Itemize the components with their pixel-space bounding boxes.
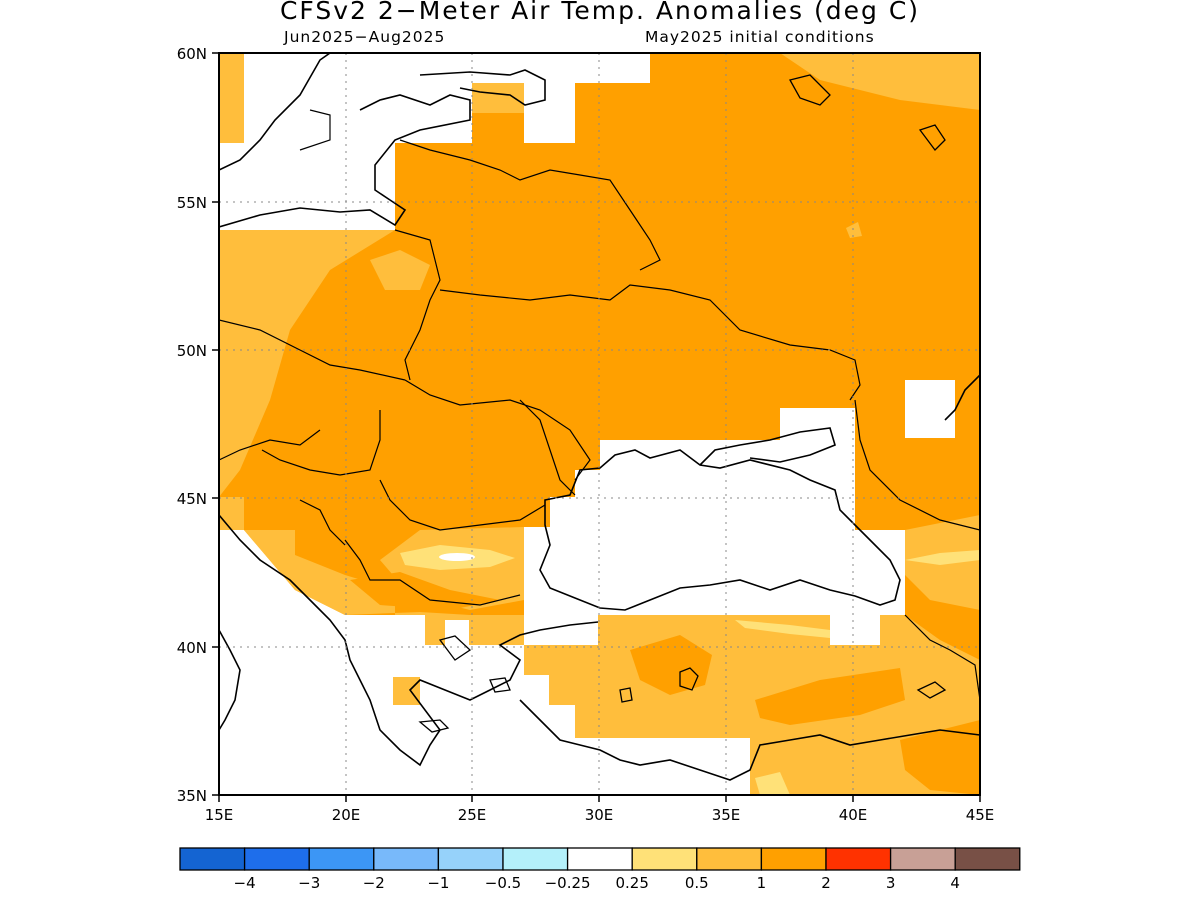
- anomaly-region-strong: [350, 572, 500, 610]
- islands: [418, 74, 947, 733]
- legend-label: −2: [363, 874, 385, 892]
- azov-sea-coast: [699, 427, 836, 466]
- legend-label: 0.25: [615, 874, 648, 892]
- border-line: [344, 539, 521, 606]
- legend-swatch: [566, 847, 633, 871]
- anomaly-region-medium: [472, 83, 524, 113]
- island-outline: [916, 681, 947, 699]
- legend-swatch: [308, 847, 375, 871]
- lon-tick-label: 35E: [712, 806, 741, 824]
- black-sea-coast: [539, 449, 901, 611]
- anomaly-region-medium: [780, 53, 980, 110]
- legend-swatch: [825, 847, 892, 871]
- forecast-period: Jun2025−Aug2025: [284, 28, 446, 46]
- legend-label: −1: [427, 874, 449, 892]
- border-line: [399, 139, 661, 271]
- anatolia-coast: [519, 699, 980, 781]
- legend-swatch: [631, 847, 698, 871]
- country-borders: [219, 109, 980, 701]
- caspian-coast: [944, 374, 980, 421]
- anomaly-region-strong: [755, 668, 905, 725]
- anomaly-region-light: [755, 772, 790, 795]
- lat-tick-label: 55N: [177, 194, 207, 212]
- italy-coast: [219, 629, 241, 731]
- anomaly-region-light: [735, 620, 830, 638]
- legend-label: 1: [757, 874, 767, 892]
- island-outline: [438, 635, 472, 661]
- initial-conditions: May2025 initial conditions: [645, 28, 875, 46]
- map-title: CFSv2 2−Meter Air Temp. Anomalies (deg C…: [279, 0, 921, 25]
- anomaly-region-strong: [900, 720, 980, 795]
- masked-cell: [395, 615, 425, 655]
- lon-tick-label: 30E: [585, 806, 614, 824]
- legend-label: −3: [298, 874, 320, 892]
- legend-label: −0.25: [545, 874, 591, 892]
- anomaly-region-medium: [393, 677, 420, 705]
- border-line: [854, 399, 980, 531]
- legend-swatch: [373, 847, 440, 871]
- border-line: [299, 109, 331, 151]
- island-outline: [679, 667, 699, 691]
- border-line: [904, 614, 980, 701]
- anomaly-region-medium: [370, 250, 430, 290]
- border-line: [439, 284, 861, 401]
- border-line: [219, 429, 321, 461]
- legend-swatch: [954, 847, 1021, 871]
- border-line: [379, 479, 546, 531]
- legend-label: 3: [886, 874, 896, 892]
- coastlines: [219, 53, 980, 781]
- border-line: [261, 410, 381, 476]
- legend-label: 0.5: [685, 874, 709, 892]
- legend-swatch: [502, 847, 569, 871]
- baltic-coast: [219, 53, 331, 171]
- anomaly-region-light: [905, 550, 980, 565]
- island-outline: [619, 687, 633, 703]
- legend-swatch: [696, 847, 763, 871]
- border-line: [219, 319, 406, 381]
- masked-cell: [905, 380, 955, 438]
- anomaly-field: [219, 53, 980, 795]
- anomaly-region-strong: [630, 635, 712, 695]
- anomaly-region-medium: [219, 230, 395, 497]
- island-outline: [789, 74, 831, 106]
- anomaly-region-medium: [846, 222, 862, 238]
- lon-tick-label: 25E: [458, 806, 487, 824]
- lon-tick-label: 20E: [332, 806, 361, 824]
- aegean-coast: [219, 514, 599, 767]
- lat-tick-label: 50N: [177, 342, 207, 360]
- graticule: [219, 53, 980, 795]
- island-outline: [418, 719, 450, 733]
- baltic-coast: [219, 94, 471, 228]
- island-outline: [489, 677, 511, 693]
- legend-label: −0.5: [485, 874, 521, 892]
- lat-tick-label: 45N: [177, 490, 207, 508]
- legend-label: 2: [821, 874, 831, 892]
- legend-label: −4: [234, 874, 256, 892]
- lat-tick-label: 60N: [177, 45, 207, 63]
- island-outline: [918, 124, 946, 151]
- lon-tick-label: 15E: [205, 806, 234, 824]
- border-line: [299, 499, 346, 546]
- lat-tick-label: 35N: [177, 787, 207, 805]
- legend-swatch: [760, 847, 827, 871]
- tick-marks: [212, 52, 981, 802]
- legend-swatch: [437, 847, 504, 871]
- legend-swatch: [179, 847, 246, 871]
- border-line: [519, 399, 576, 496]
- gulf-of-finland-coast: [419, 69, 546, 106]
- legend-swatch: [243, 847, 310, 871]
- lon-tick-label: 45E: [966, 806, 995, 824]
- color-legend: −4 −3 −2 −1 −0.5 −0.25 0.25 0.5 1 2 3 4: [179, 847, 1021, 892]
- legend-swatch: [889, 847, 956, 871]
- lat-tick-label: 40N: [177, 639, 207, 657]
- lon-tick-label: 40E: [839, 806, 868, 824]
- anomaly-region-medium: [219, 497, 524, 645]
- anomaly-region-medium: [219, 53, 244, 143]
- border-line: [394, 229, 441, 381]
- anomaly-peak-spot: [439, 553, 475, 561]
- legend-label: 4: [950, 874, 960, 892]
